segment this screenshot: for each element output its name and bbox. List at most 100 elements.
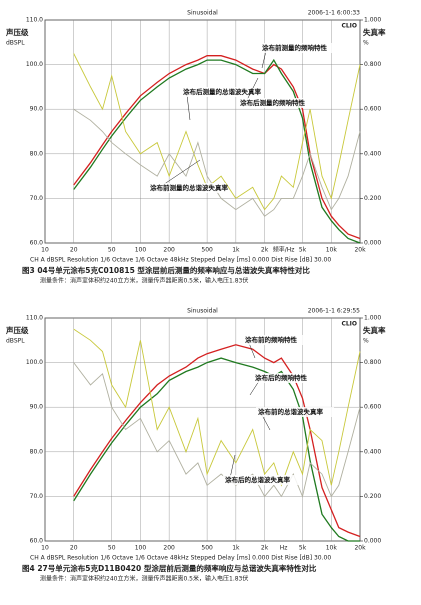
x-tick-label: 20 xyxy=(70,545,78,552)
plot-frame xyxy=(44,19,361,244)
timestamp: 2006-1-1 6:29:55 xyxy=(308,308,360,315)
series-line xyxy=(73,357,360,542)
annotation: 涂布前测量的频响特性 xyxy=(262,43,328,52)
y-axis-unit: dBSPL xyxy=(6,40,25,47)
series-line xyxy=(73,55,361,240)
annotation-bg xyxy=(243,335,321,345)
y-tick-label: 80.0 xyxy=(30,448,44,455)
series-line xyxy=(73,328,361,487)
y-tick-label: 100.0 xyxy=(26,359,43,366)
y-axis-label: 声压级 xyxy=(5,27,29,37)
y2-tick-label: 0.800 xyxy=(364,359,381,366)
y-tick-label: 110.0 xyxy=(26,17,43,24)
annotation-bg xyxy=(238,98,316,108)
annotation: 涂布前的频响特性 xyxy=(245,335,298,344)
y-tick-label: 100.0 xyxy=(26,61,43,68)
annotation: 涂布前测量的总谐波失真率 xyxy=(150,183,229,192)
x-tick-label: 500 xyxy=(201,247,213,254)
x-tick-label: 10 xyxy=(41,247,49,254)
x-axis-label: 频率/Hz xyxy=(273,246,295,254)
brand: CLIO xyxy=(341,23,357,30)
footer: CH A dBSPL Resolution 1/6 Octave 1/6 Oct… xyxy=(30,555,331,562)
y2-tick-label: 0.600 xyxy=(364,106,381,113)
y2-tick-label: 0.000 xyxy=(364,538,381,545)
y2-tick-label: 0.400 xyxy=(364,448,381,455)
x-tick-label: 10k xyxy=(326,247,338,254)
x-tick-label: 20k xyxy=(354,545,366,552)
x-tick-label: 2k xyxy=(261,247,269,254)
series-line xyxy=(73,344,361,538)
brand: CLIO xyxy=(341,321,357,328)
annotation-bg xyxy=(256,407,334,417)
y2-axis-label: 失真率 xyxy=(363,27,386,37)
x-tick-label: 500 xyxy=(201,545,213,552)
annotation-bg xyxy=(148,183,226,193)
x-tick-label: 200 xyxy=(163,247,175,254)
plot-frame xyxy=(44,317,361,542)
series-line xyxy=(73,58,361,244)
x-tick-label: 100 xyxy=(135,545,147,552)
y2-tick-label: 0.200 xyxy=(364,493,381,500)
note: 测量条件：消声室体积约240立方米，测量传声器距离0.5米，输入电压1.83伏 xyxy=(40,575,248,583)
annotation-bg xyxy=(253,373,331,383)
annotation-bg xyxy=(181,87,259,97)
x-tick-label: 50 xyxy=(108,247,116,254)
annotation-arrow xyxy=(248,342,256,359)
caption: 图4 27号单元涂布5克D11B0420 型涂层前后测量的频率响应与总谐波失真率… xyxy=(22,563,317,573)
y-tick-label: 80.0 xyxy=(30,150,44,157)
y2-tick-label: 0.800 xyxy=(364,61,381,68)
caption: 图3 04号单元涂布5克C010815 型涂层前后测量的频率响应与总谐波失真率特… xyxy=(22,265,310,275)
y2-tick-label: 1.000 xyxy=(364,17,381,24)
x-tick-label: 10 xyxy=(41,545,49,552)
y2-axis-unit: % xyxy=(363,338,369,345)
annotation-bg xyxy=(223,475,301,485)
y-axis-label: 声压级 xyxy=(5,325,29,335)
annotation: 涂布后测量的总谐波失真率 xyxy=(183,87,262,96)
x-tick-label: 20k xyxy=(354,247,366,254)
chart-title: Sinusoidal xyxy=(187,10,218,17)
y-tick-label: 70.0 xyxy=(30,493,44,500)
annotation: 涂布后测量的频响特性 xyxy=(240,98,306,107)
annotation: 涂布前的总谐波失真率 xyxy=(258,407,324,416)
series-line xyxy=(73,362,361,498)
x-tick-label: 10k xyxy=(326,545,338,552)
note: 测量条件：消声室体积约240立方米，测量传声器距离0.5米，输入电压1.83伏 xyxy=(40,277,248,285)
y-tick-label: 90.0 xyxy=(30,404,44,411)
y-tick-label: 110.0 xyxy=(26,315,43,322)
y2-tick-label: 0.400 xyxy=(364,150,381,157)
y-tick-label: 60.0 xyxy=(30,240,44,247)
footer: CH A dBSPL Resolution 1/6 Octave 1/6 Oct… xyxy=(30,257,331,264)
y2-axis-label: 失真率 xyxy=(363,325,386,335)
y2-axis-unit: % xyxy=(363,40,369,47)
y-tick-label: 60.0 xyxy=(30,538,44,545)
y-axis-unit: dBSPL xyxy=(6,338,25,345)
y2-tick-label: 0.200 xyxy=(364,195,381,202)
y-tick-label: 70.0 xyxy=(30,195,44,202)
annotation-arrow xyxy=(186,94,191,121)
x-tick-label: 2k xyxy=(261,545,269,552)
annotation: 涂布后的频响特性 xyxy=(255,373,308,382)
annotation-bg xyxy=(260,43,338,53)
timestamp: 2006-1-1 6:00:33 xyxy=(308,10,360,17)
y2-tick-label: 0.000 xyxy=(364,240,381,247)
annotation: 涂布后的总谐波失真率 xyxy=(225,475,291,484)
series-line xyxy=(73,53,361,211)
annotation-arrow xyxy=(249,380,260,396)
x-tick-label: 5k xyxy=(299,545,307,552)
x-tick-label: 200 xyxy=(163,545,175,552)
y-tick-label: 90.0 xyxy=(30,106,44,113)
chart-title: Sinusoidal xyxy=(187,308,218,315)
y2-tick-label: 1.000 xyxy=(364,315,381,322)
x-tick-label: 100 xyxy=(135,247,147,254)
annotation-arrow xyxy=(261,50,267,69)
x-tick-label: 50 xyxy=(108,545,116,552)
x-tick-label: 5k xyxy=(299,247,307,254)
x-tick-label: 1k xyxy=(232,247,240,254)
series-line xyxy=(73,108,361,217)
x-tick-label: 20 xyxy=(70,247,78,254)
annotation-arrow xyxy=(261,414,271,431)
x-tick-label: 1k xyxy=(232,545,240,552)
x-axis-label: Hz xyxy=(280,545,288,552)
y2-tick-label: 0.600 xyxy=(364,404,381,411)
